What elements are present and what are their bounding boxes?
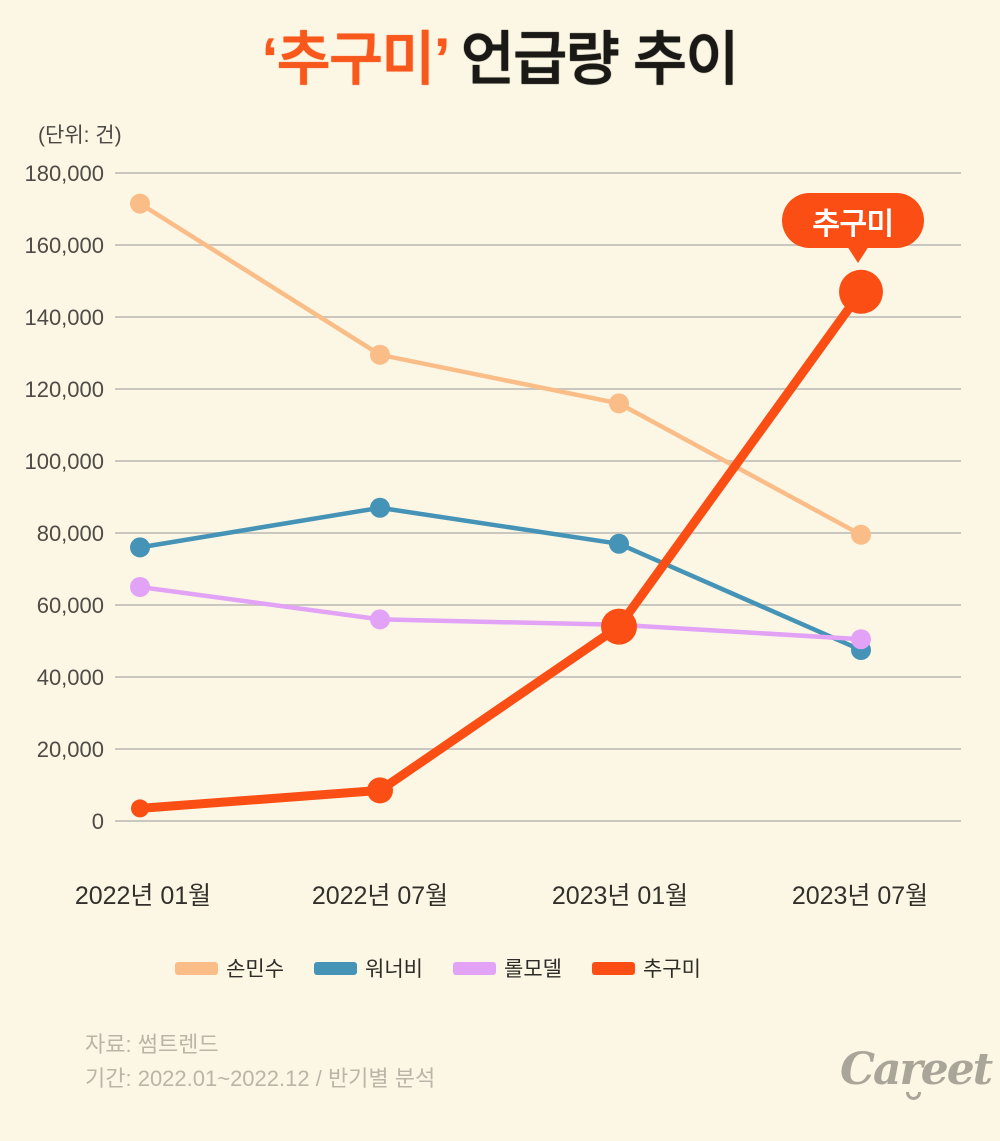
careet-logo: Careet	[840, 1040, 993, 1104]
data-point-chugumi-0	[131, 799, 149, 818]
data-point-chugumi-3	[839, 269, 883, 314]
legend-label-rolemodel: 롤모델	[504, 958, 562, 981]
data-point-sonminsu-0	[130, 193, 150, 214]
title-rest: 언급량 추이	[447, 27, 739, 92]
y-tick-label: 100,000	[24, 449, 104, 474]
logo-smile-icon	[906, 1092, 921, 1100]
annotation-pointer-icon	[847, 246, 869, 263]
y-tick-label: 20,000	[37, 737, 104, 762]
x-tick-label: 2022년 01월	[75, 882, 211, 910]
legend-item-wannabe: 워너비	[314, 953, 423, 983]
x-tick-label: 2023년 07월	[792, 882, 928, 910]
x-tick-label: 2022년 07월	[312, 882, 448, 910]
legend: 손민수 워너비 롤모델 추구미	[0, 953, 938, 983]
logo-text: Careet	[840, 1044, 993, 1095]
annotation-bubble: 추구미	[782, 193, 924, 263]
legend-swatch-chugumi	[591, 961, 635, 975]
legend-item-rolemodel: 롤모델	[453, 953, 562, 983]
title-highlight: ‘추구미’	[261, 27, 449, 92]
legend-swatch-rolemodel	[453, 961, 496, 975]
legend-item-chugumi: 추구미	[591, 953, 701, 983]
data-point-rolemodel-0	[130, 577, 150, 597]
series-line-sonminsu	[137, 201, 864, 538]
data-point-rolemodel-3	[851, 629, 871, 650]
series-line-chugumi	[135, 287, 866, 813]
series-line-rolemodel	[137, 584, 864, 642]
period-note: 기간: 2022.01~2022.12 / 반기별 분석	[85, 1066, 436, 1091]
page-title: ‘추구미’ 언급량 추이	[0, 26, 1000, 94]
y-tick-label: 60,000	[37, 593, 104, 618]
data-point-sonminsu-1	[370, 344, 390, 365]
source-note: 자료: 썸트렌드	[85, 1032, 219, 1057]
y-tick-label: 160,000	[24, 233, 104, 258]
y-tick-label: 120,000	[24, 377, 104, 402]
x-tick-label: 2023년 01월	[552, 882, 688, 910]
data-point-chugumi-1	[367, 777, 393, 804]
footer-notes: 자료: 썸트렌드 기간: 2022.01~2022.12 / 반기별 분석	[85, 1028, 435, 1096]
data-point-wannabe-2	[609, 533, 629, 554]
legend-swatch-wannabe	[314, 961, 358, 975]
y-tick-label: 80,000	[37, 521, 104, 546]
y-tick-label: 180,000	[24, 161, 104, 186]
unit-label: (단위: 건)	[38, 124, 122, 147]
data-point-wannabe-0	[130, 537, 150, 558]
series-line-wannabe	[137, 505, 864, 653]
data-point-sonminsu-3	[851, 524, 871, 545]
legend-swatch-sonminsu	[175, 961, 219, 975]
annotation-label: 추구미	[812, 207, 894, 241]
y-tick-label: 0	[92, 809, 104, 834]
data-point-sonminsu-2	[609, 393, 629, 414]
data-point-wannabe-1	[370, 497, 390, 518]
legend-label-chugumi: 추구미	[642, 958, 701, 981]
data-point-chugumi-2	[601, 608, 637, 645]
legend-label-wannabe: 워너비	[365, 958, 423, 981]
y-tick-label: 140,000	[24, 305, 104, 330]
y-tick-label: 40,000	[37, 665, 104, 690]
data-point-rolemodel-1	[370, 609, 390, 630]
legend-item-sonminsu: 손민수	[175, 953, 284, 983]
legend-label-sonminsu: 손민수	[226, 958, 285, 981]
